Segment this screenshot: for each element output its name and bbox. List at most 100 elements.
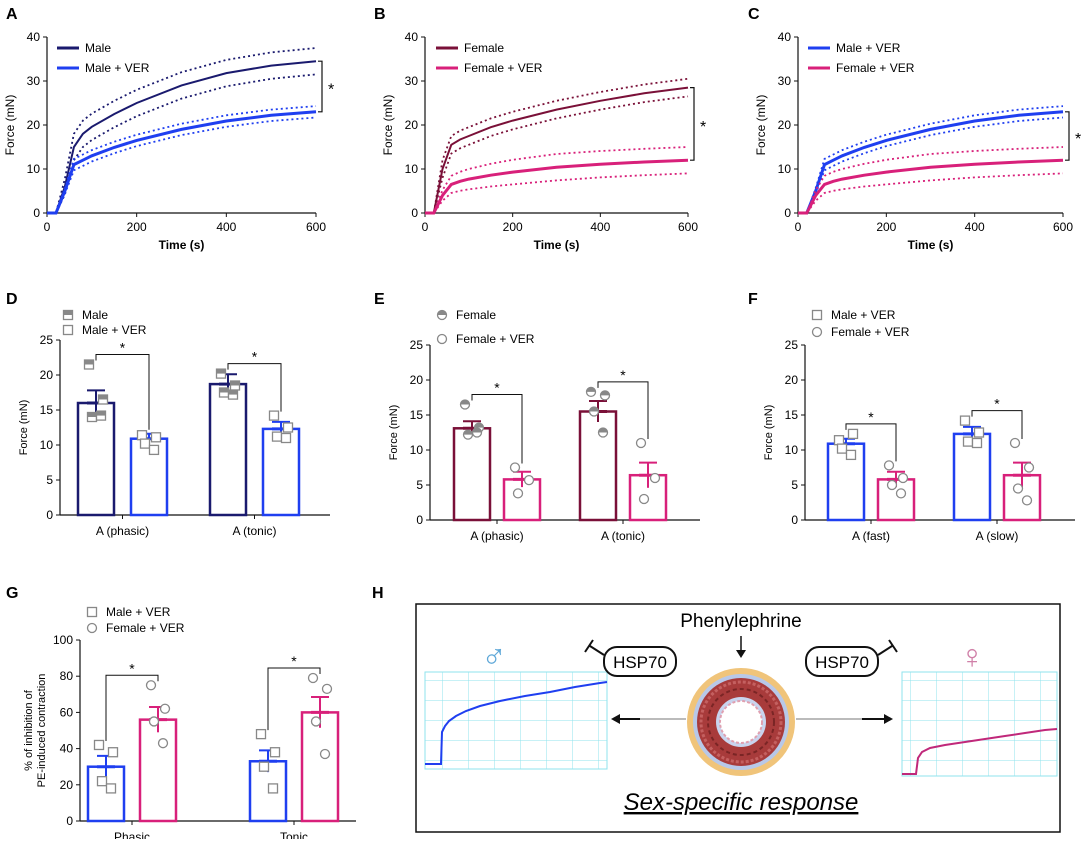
y-tick-label: 10 [785,443,799,457]
arrow-down-icon [736,636,746,658]
legend-label: Female + VER [106,621,185,635]
y-tick-label: 20 [785,373,799,387]
y-tick-label: 10 [778,162,792,176]
data-point-fill [84,360,94,365]
y-tick-label: 25 [40,333,54,347]
y-tick-label: 0 [33,206,40,220]
significance-star: * [291,653,297,669]
legend-label: Female [464,41,504,55]
data-point [847,428,859,440]
series-lower-sem-female_ver [425,172,689,214]
x-category-label: A (phasic) [96,524,149,538]
bar-male_ver [952,432,992,522]
hsp70-right-box: HSP70 [805,639,898,677]
x-category-label: A (fast) [852,529,890,543]
data-point [321,683,333,695]
bar-female_ver [300,711,340,823]
data-point [897,472,909,484]
significance-star: * [868,409,874,425]
y-tick-label: 0 [411,206,418,220]
y-tick-label: 40 [778,30,792,44]
data-point-fill [219,388,229,393]
significance-bracket [690,87,695,161]
y-tick-label: 5 [416,478,423,492]
data-point [319,748,331,760]
legend-label: Male + VER [831,308,896,322]
x-tick-label: 600 [1053,220,1073,234]
arrow-left-icon [611,714,686,724]
y-tick-label: 15 [785,408,799,422]
series-lower-sem-male_ver [798,116,1064,214]
bar-chart-male-phasic-tonic: 0 5 10 15 20 25 Force (mN) A (phasic) * A (tonic)… [18,308,330,538]
y-axis-title: PE-induced contraction [36,674,48,788]
significance-star: * [328,82,334,99]
significance-bracket [227,363,282,412]
data-point [1009,437,1021,449]
legend-marker [811,309,823,321]
data-point [895,488,907,499]
data-point-fill [586,387,596,392]
y-tick-label: 40 [27,30,41,44]
data-point [962,436,974,447]
data-point [280,432,292,444]
y-tick-label: 100 [53,633,73,647]
data-point [883,460,895,471]
y-tick-label: 30 [27,74,41,88]
x-tick-label: 600 [306,220,326,234]
arrow-right-icon [796,714,893,724]
x-category-label: A (phasic) [470,529,523,543]
y-axis-title: % of inhibition of [23,689,35,771]
y-axis-title: Force (mN) [18,400,30,456]
series-line-male_ver [47,110,317,215]
data-point [1021,495,1033,506]
data-point [1023,462,1035,473]
data-point [509,462,521,473]
x-axis-title: Time (s) [159,238,205,252]
legend-label: Female + VER [456,332,535,346]
y-axis-title: Force (mN) [388,405,400,461]
data-point [157,738,169,749]
data-point [96,776,108,787]
legend-marker-fill [437,310,447,315]
data-point [886,479,898,491]
panel-label-g: G [6,585,18,602]
data-point [150,432,162,443]
y-tick-label: 10 [405,162,419,176]
significance-bracket [971,410,1023,439]
bar-male [208,382,248,517]
legend-label: Female + VER [464,61,543,75]
series-upper-sem-female_ver [425,146,689,214]
y-tick-label: 10 [27,162,41,176]
y-tick-label: 20 [778,118,792,132]
y-tick-label: 30 [405,74,419,88]
significance-bracket [95,354,150,430]
vessel-cross-section-icon [687,668,795,776]
data-point-fill [460,400,470,405]
data-point [959,415,971,426]
x-tick-label: 400 [965,220,985,234]
y-tick-label: 40 [405,30,419,44]
data-point [255,728,267,740]
y-tick-label: 25 [410,338,424,352]
y-tick-label: 20 [27,118,41,132]
significance-star: * [1075,131,1081,148]
data-point [523,474,535,486]
significance-bracket [845,423,897,462]
data-point [836,443,848,454]
x-axis-title: Time (s) [534,238,580,252]
significance-star: * [620,367,626,383]
significance-bracket [1065,111,1070,161]
x-tick-label: 200 [876,220,896,234]
inhibition-left-icon [584,639,605,656]
x-tick-label: 0 [422,220,429,234]
significance-bracket [105,674,159,741]
data-point-fill [472,428,482,433]
data-point-fill [98,395,108,400]
sex-specific-caption: Sex-specific response [624,789,859,816]
data-point [148,444,160,456]
panel-label-a: A [6,6,18,23]
data-point [973,427,985,438]
y-tick-label: 20 [60,778,74,792]
y-axis-title: Force (mN) [754,95,768,156]
